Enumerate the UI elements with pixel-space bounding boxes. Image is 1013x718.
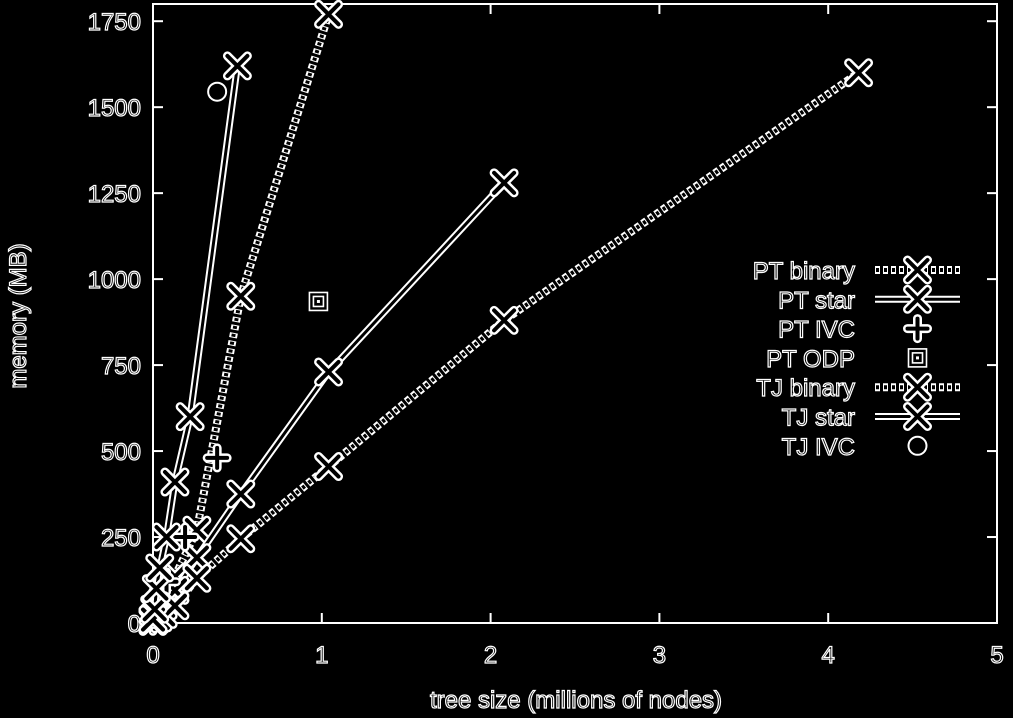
y-tick-label: 1750 [88, 9, 141, 36]
legend-entry-tj-star: TJ star [781, 402, 960, 432]
legend-entry-pt-ivc: PT IVC [777, 314, 932, 344]
tj-binary-point-marker-inner [492, 308, 517, 333]
pt-star-point-marker-inner [184, 545, 209, 570]
x-axis-label: tree size (millions of nodes) [430, 687, 722, 714]
legend-label: PT IVC [778, 317, 855, 344]
tj-star-point-marker-inner [162, 470, 187, 495]
legend-tj-binary-marker-inner [905, 375, 930, 400]
series-pt-odp [308, 291, 329, 312]
y-tick-label: 0 [128, 611, 141, 638]
series-tj-ivc [207, 81, 228, 102]
pt-ivc-point-marker-inner [173, 525, 198, 550]
legend-pt-star-marker-inner [905, 287, 930, 312]
legend-pt-ivc-marker-inner [905, 316, 930, 341]
pt-binary-point-marker-inner [228, 284, 253, 309]
pt-star-point-marker-inner [228, 482, 253, 507]
plot-border [152, 3, 998, 624]
legend-entry-pt-star: PT star [777, 284, 960, 315]
legend-label: TJ IVC [782, 434, 855, 461]
y-axis-label: memory (MB) [5, 243, 32, 388]
tj-star-point-marker-inner [154, 525, 179, 550]
legend-label: TJ binary [756, 375, 855, 402]
pt-star-point-marker-inner [316, 359, 341, 384]
plot-frame [152, 3, 998, 624]
tj-binary-point-marker-inner [846, 60, 871, 85]
legend-pt-odp-marker-inner [911, 352, 924, 364]
legend-label: PT ODP [766, 346, 855, 373]
legend-pt-binary-marker-inner [905, 258, 930, 282]
y-tick-label: 1000 [88, 267, 141, 294]
axis-ticks: 0 1 2 3 4 5 0 250 500 750 1000 1250 1500 1750 [87, 4, 1004, 670]
x-tick-label: 3 [653, 642, 666, 669]
legend-entry-pt-binary: PT binary [752, 255, 960, 286]
y-tick-label: 1500 [88, 95, 141, 122]
x-tick-label: 0 [146, 642, 159, 669]
tj-binary-point-marker-inner [228, 526, 253, 551]
tj-ivc-point-marker [207, 81, 228, 102]
legend-entry-tj-ivc: TJ IVC [781, 433, 928, 461]
legend-tj-ivc-marker [907, 435, 928, 456]
x-tick-label: 1 [315, 642, 328, 669]
legend-tj-star-marker-inner [905, 404, 930, 429]
pt-odp-point-marker [308, 291, 329, 312]
x-tick-label: 4 [822, 642, 835, 669]
tj-star-point-marker-inner [178, 404, 203, 429]
x-tick-label: 5 [990, 642, 1003, 669]
legend-label: PT star [778, 287, 855, 314]
legend-entry-pt-odp: PT ODP [765, 345, 928, 373]
tj-binary-point-marker-inner [316, 454, 341, 479]
x-tick-label: 2 [484, 642, 497, 669]
y-tick-label: 1250 [88, 181, 141, 208]
y-tick-label: 750 [101, 353, 141, 380]
legend-pt-odp-marker [907, 348, 928, 368]
pt-ivc-point-marker-inner [205, 445, 230, 470]
legend-label: PT binary [753, 258, 855, 285]
y-tick-label: 250 [101, 525, 141, 552]
pt-odp-point-marker-inner [312, 295, 325, 308]
series-layer [138, 0, 874, 636]
y-tick-label: 500 [101, 439, 141, 466]
series-tj-star [138, 51, 252, 635]
legend-entry-tj-binary: TJ binary [756, 372, 960, 403]
pt-odp-point-marker-dot [316, 299, 320, 303]
tj-star-point-marker-inner [147, 555, 172, 580]
pt-binary-point-marker-inner [316, 2, 341, 27]
legend-label: TJ star [782, 405, 855, 432]
tj-binary-point-marker-inner [184, 566, 209, 591]
pt-star-point-marker-inner [492, 170, 517, 195]
legend-pt-odp-marker-dot [916, 356, 919, 360]
tj-star-point-marker-inner [225, 53, 250, 78]
